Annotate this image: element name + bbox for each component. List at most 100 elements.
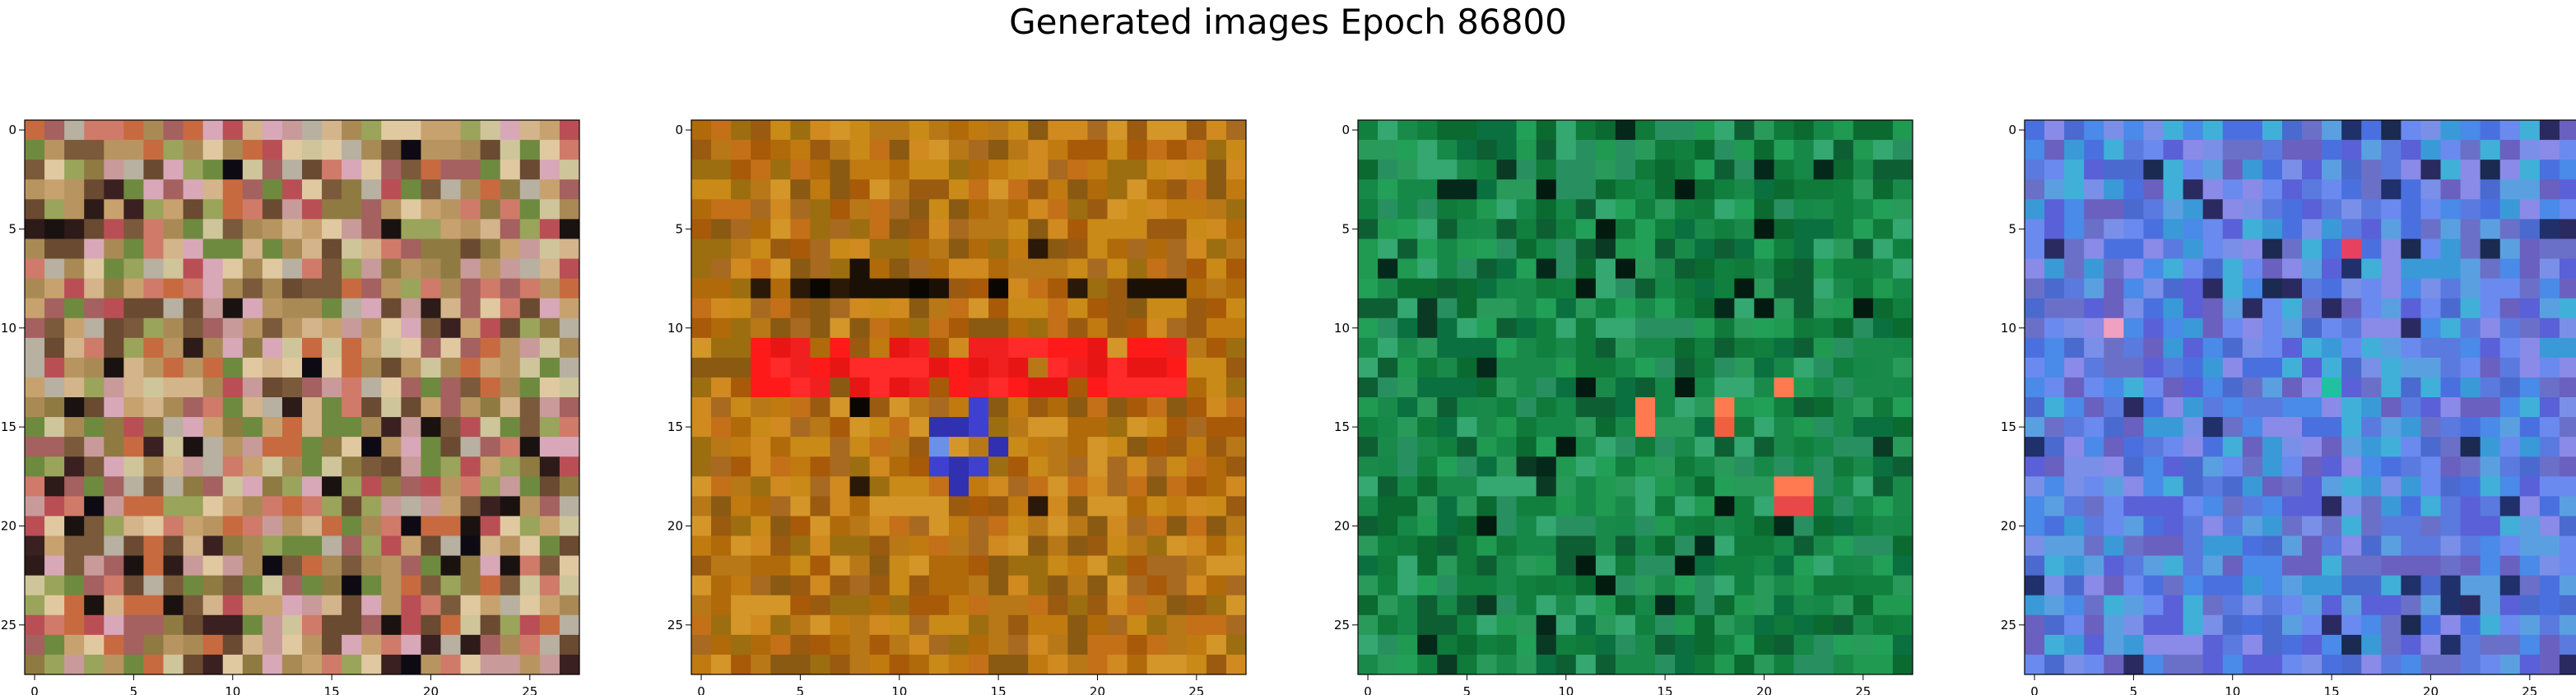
- heatmap-cell: [1417, 496, 1438, 517]
- heatmap-cell: [1028, 417, 1049, 438]
- heatmap-cell: [1833, 258, 1854, 280]
- heatmap-cell: [1555, 437, 1577, 457]
- heatmap-cell: [2084, 258, 2104, 280]
- heatmap-cell: [1206, 337, 1227, 359]
- heatmap-cell: [539, 654, 560, 675]
- heatmap-cell: [1397, 634, 1418, 656]
- heatmap-cell: [440, 337, 462, 359]
- heatmap-cell: [2519, 417, 2541, 438]
- heatmap-cell: [84, 258, 105, 280]
- heatmap-cell: [1028, 219, 1049, 239]
- heatmap-cell: [869, 614, 890, 636]
- heatmap-cell: [1833, 160, 1854, 180]
- heatmap-cell: [1615, 456, 1636, 477]
- heatmap-cell: [869, 298, 890, 319]
- heatmap-cell: [889, 417, 910, 438]
- heatmap-cell: [262, 219, 283, 239]
- heatmap-cell: [202, 555, 224, 577]
- heatmap-cell: [539, 278, 560, 299]
- heatmap-cell: [1714, 179, 1735, 200]
- heatmap-cell: [1793, 317, 1815, 339]
- heatmap-cell: [2341, 634, 2362, 656]
- heatmap-cell: [1595, 140, 1616, 160]
- heatmap-cell: [1575, 377, 1597, 398]
- heatmap-cell: [2460, 317, 2481, 339]
- heatmap-cell: [1107, 437, 1128, 457]
- heatmap-cell: [1107, 417, 1128, 438]
- heatmap-cell: [1067, 417, 1088, 438]
- heatmap-cell: [731, 476, 751, 497]
- heatmap-cell: [202, 199, 224, 220]
- heatmap-cell: [1655, 199, 1676, 220]
- heatmap-cell: [2480, 317, 2501, 339]
- heatmap-cell: [2519, 140, 2541, 160]
- heatmap-cell: [2262, 634, 2283, 656]
- heatmap-cell: [64, 317, 85, 339]
- heatmap-cell: [2064, 437, 2085, 457]
- heatmap-cell: [2401, 317, 2421, 339]
- heatmap-cell: [1774, 160, 1795, 180]
- heatmap-cell: [1476, 258, 1497, 280]
- heatmap-cell: [2281, 555, 2303, 577]
- heatmap-cell: [1437, 219, 1458, 239]
- heatmap-cell: [104, 258, 124, 280]
- heatmap-cell: [1008, 258, 1029, 280]
- heatmap-cell: [770, 496, 791, 517]
- heatmap-cell: [2302, 614, 2323, 636]
- heatmap-cell: [830, 337, 851, 359]
- heatmap-cell: [1186, 140, 1207, 160]
- heatmap-cell: [2064, 575, 2085, 596]
- heatmap-cell: [2025, 278, 2045, 299]
- heatmap-cell: [1575, 179, 1597, 200]
- heatmap-cell: [1378, 239, 1398, 259]
- heatmap-cell: [969, 357, 989, 378]
- heatmap-cell: [1793, 120, 1815, 141]
- heatmap-cell: [2381, 160, 2402, 180]
- heatmap-cell: [559, 555, 580, 577]
- heatmap-cell: [2440, 337, 2462, 359]
- heatmap-cell: [84, 219, 105, 239]
- heatmap-cell: [1028, 337, 1049, 359]
- heatmap-cell: [1555, 535, 1577, 557]
- heatmap-cell: [1417, 179, 1438, 200]
- heatmap-cell: [2123, 140, 2144, 160]
- heatmap-cell: [1575, 278, 1597, 299]
- heatmap-cell: [1476, 634, 1497, 656]
- heatmap-cell: [1516, 614, 1537, 636]
- heatmap-cell: [421, 614, 441, 636]
- heatmap-cell: [691, 239, 712, 259]
- heatmap-cell: [401, 120, 421, 141]
- heatmap-cell: [1516, 317, 1537, 339]
- heatmap-cell: [2440, 298, 2462, 319]
- heatmap-cell: [361, 357, 382, 378]
- heatmap-cell: [1575, 160, 1597, 180]
- heatmap-cell: [1437, 120, 1458, 141]
- heatmap-cell: [2460, 258, 2481, 280]
- heatmap-cell: [281, 535, 303, 557]
- heatmap-cell: [2519, 278, 2541, 299]
- heatmap-cell: [342, 179, 362, 200]
- heatmap-cell: [361, 179, 382, 200]
- heatmap-cell: [84, 317, 105, 339]
- heatmap-cell: [1695, 278, 1715, 299]
- heatmap-cell: [909, 357, 930, 378]
- heatmap-cell: [222, 357, 244, 378]
- heatmap-cell: [691, 634, 712, 656]
- heatmap-cell: [1516, 179, 1537, 200]
- heatmap-cell: [1378, 397, 1398, 418]
- heatmap-cell: [988, 278, 1009, 299]
- heatmap-cell: [1028, 476, 1049, 497]
- heatmap-cell: [163, 239, 184, 259]
- heatmap-cell: [123, 476, 144, 497]
- heatmap-cell: [770, 456, 791, 477]
- heatmap-cell: [830, 219, 851, 239]
- heatmap-cell: [1892, 535, 1913, 557]
- heatmap-cell: [2183, 614, 2204, 636]
- heatmap-cell: [1695, 417, 1715, 438]
- heatmap-cell: [2322, 219, 2342, 239]
- heatmap-cell: [2420, 377, 2441, 398]
- heatmap-cell: [2281, 120, 2303, 141]
- heatmap-cell: [2281, 199, 2303, 220]
- heatmap-cell: [2123, 120, 2144, 141]
- heatmap-cell: [2539, 575, 2560, 596]
